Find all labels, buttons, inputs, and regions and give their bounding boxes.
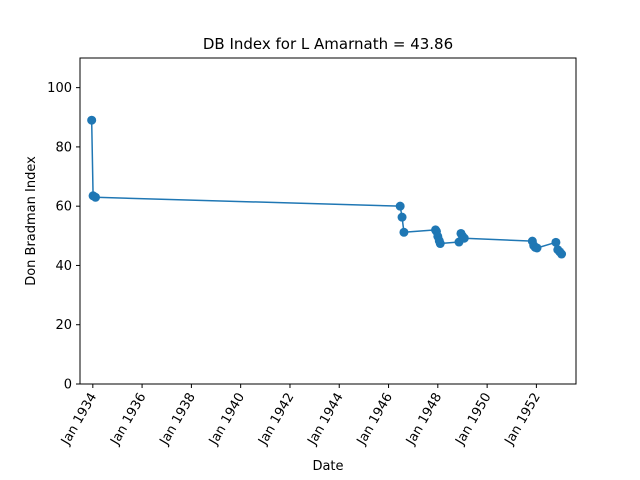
data-point — [399, 227, 409, 237]
data-point — [551, 237, 561, 247]
data-point — [557, 249, 567, 259]
x-axis-title: Date — [312, 459, 343, 474]
y-tick-label: 100 — [47, 81, 72, 96]
data-point — [91, 192, 101, 202]
y-tick-label: 60 — [55, 200, 72, 215]
data-point — [459, 233, 469, 243]
axes-frame — [79, 57, 577, 385]
y-axis-ticks: 0 20 40 60 80 100 — [47, 81, 80, 393]
y-axis-title: Don Bradman Index — [24, 156, 39, 286]
plot-area — [87, 115, 567, 259]
y-tick-label: 80 — [55, 140, 72, 155]
data-point — [397, 212, 407, 222]
data-point — [532, 243, 542, 253]
chart-title: DB Index for L Amarnath = 43.86 — [203, 35, 453, 53]
data-point — [87, 115, 97, 125]
data-point — [395, 201, 405, 211]
y-tick-label: 40 — [55, 259, 72, 274]
data-point — [435, 239, 445, 249]
y-tick-label: 20 — [55, 318, 72, 333]
y-tick-label: 0 — [64, 378, 72, 393]
